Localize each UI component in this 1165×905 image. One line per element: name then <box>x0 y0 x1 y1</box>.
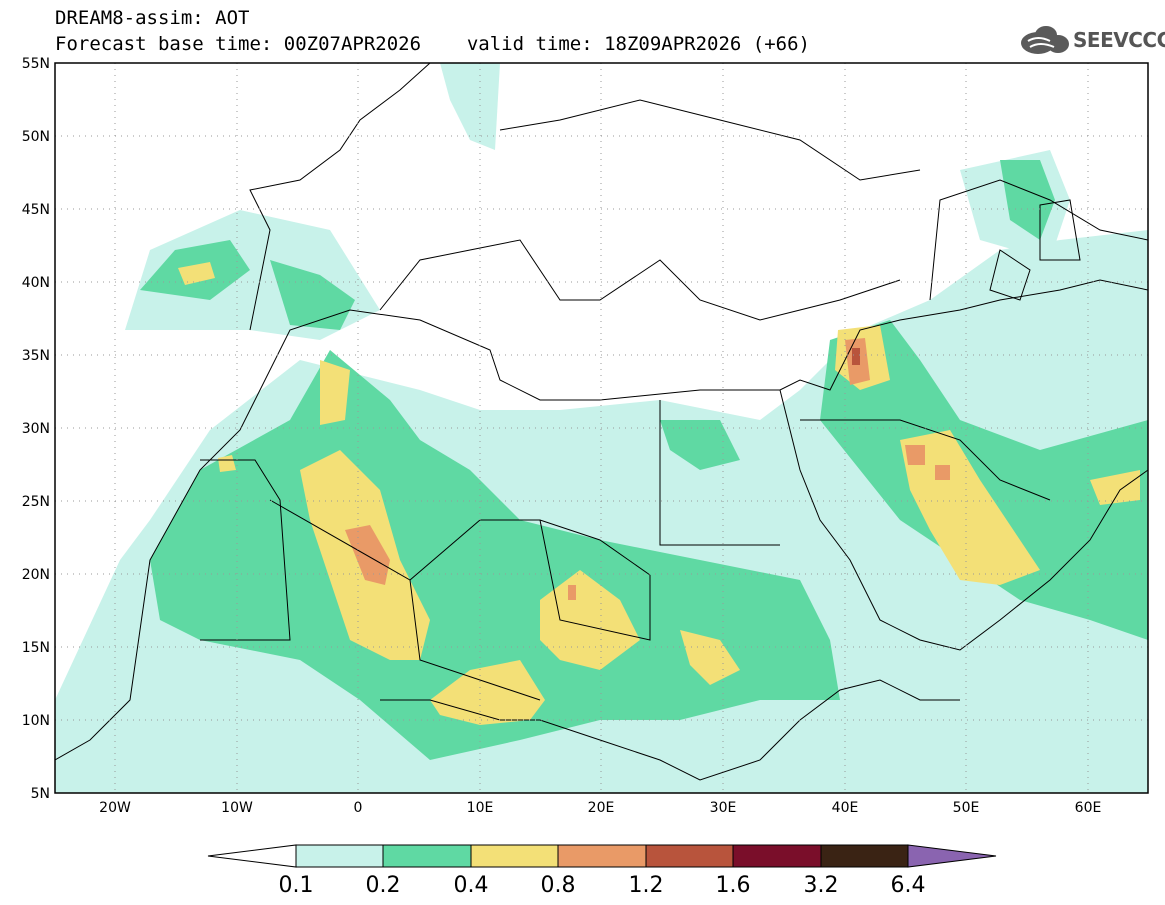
colorbar-label: 0.8 <box>540 873 576 898</box>
lon-label: 10E <box>467 800 494 816</box>
lat-label: 25N <box>22 494 50 510</box>
lon-label: 10W <box>221 800 253 816</box>
lat-label: 50N <box>22 129 50 145</box>
colorbar-over-triangle <box>907 844 997 868</box>
colorbar-label: 3.2 <box>803 873 839 898</box>
colorbar-swatch <box>295 844 384 868</box>
colorbar-swatch <box>470 844 559 868</box>
cloud-logo-icon <box>1021 26 1069 54</box>
lon-label: 20E <box>588 800 615 816</box>
colorbar-swatch <box>820 844 909 868</box>
colorbar-label: 1.2 <box>628 873 664 898</box>
time-info: Forecast base time: 00Z07APR2026 valid t… <box>55 34 810 54</box>
lon-label: 30E <box>710 800 737 816</box>
logo-text: SEEVCCC <box>1073 28 1165 52</box>
valid-time: valid time: 18Z09APR2026 (+66) <box>466 33 810 55</box>
colorbar-swatch <box>557 844 647 868</box>
lon-labels: 20W 10W 0 10E 20E 30E 40E 50E 60E <box>99 800 1101 816</box>
lat-label: 55N <box>22 56 50 72</box>
colorbar-swatch <box>732 844 822 868</box>
colorbar-label: 0.2 <box>365 873 401 898</box>
graticule <box>55 63 1148 793</box>
colorbar-swatch <box>382 844 472 868</box>
colorbar-label: 1.6 <box>715 873 751 898</box>
lon-label: 50E <box>953 800 980 816</box>
lat-label: 35N <box>22 348 50 364</box>
colorbar-label: 6.4 <box>890 873 926 898</box>
lon-label: 0 <box>354 800 363 816</box>
lat-label: 40N <box>22 275 50 291</box>
lat-labels: 55N 50N 45N 40N 35N 30N 25N 20N 15N 10N … <box>22 56 50 802</box>
colorbar-swatch <box>645 844 734 868</box>
lon-label: 20W <box>99 800 131 816</box>
map-title: DREAM8-assim: AOT <box>55 7 250 29</box>
lon-label: 60E <box>1075 800 1102 816</box>
map-frame <box>54 62 1149 794</box>
colorbar <box>207 844 997 868</box>
colorbar-label: 0.4 <box>453 873 489 898</box>
base-time: Forecast base time: 00Z07APR2026 <box>55 33 422 55</box>
lat-label: 45N <box>22 202 50 218</box>
colorbar-under-triangle <box>207 844 297 868</box>
lat-label: 15N <box>22 640 50 656</box>
lat-label: 20N <box>22 567 50 583</box>
lon-label: 40E <box>832 800 859 816</box>
colorbar-label: 0.1 <box>278 873 314 898</box>
lat-label: 5N <box>31 786 50 802</box>
aot-field <box>55 63 1148 793</box>
lat-label: 10N <box>22 713 50 729</box>
lat-label: 30N <box>22 421 50 437</box>
